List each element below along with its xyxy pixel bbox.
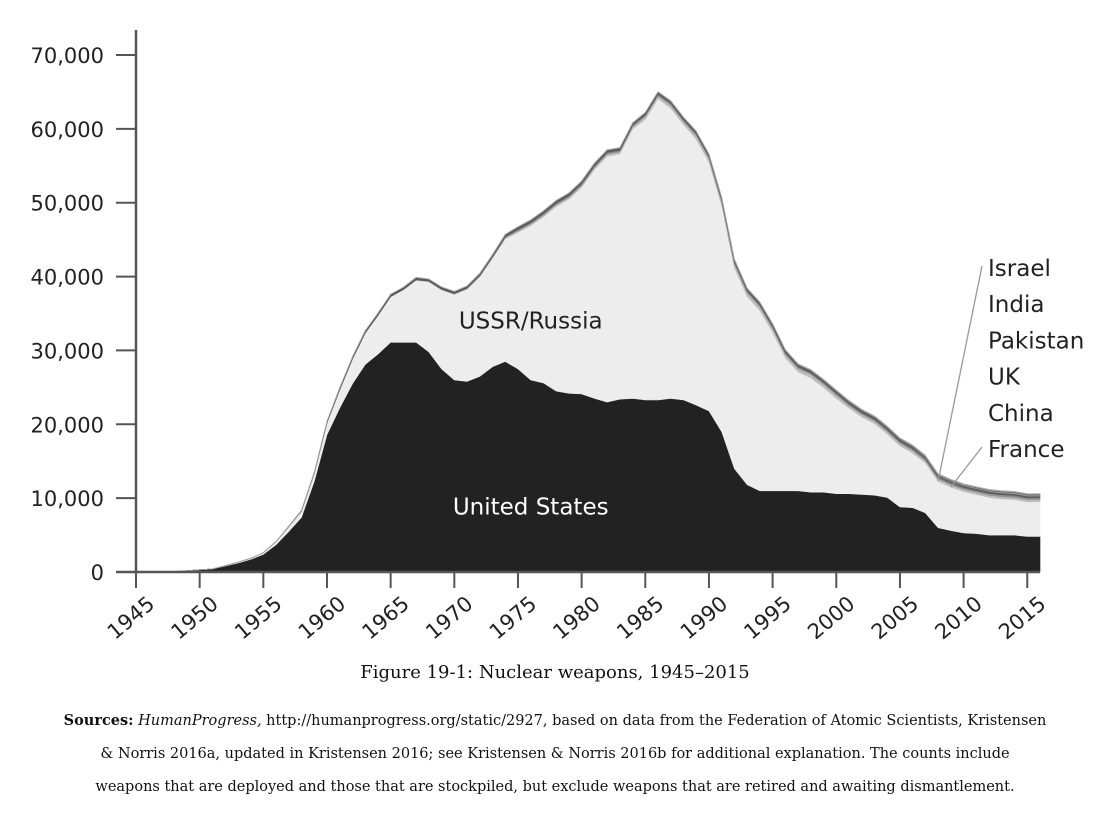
sources-label: Sources: xyxy=(63,712,134,729)
legend-uk: UK xyxy=(988,365,1021,391)
y-tick-label: 40,000 xyxy=(31,266,104,290)
x-tick-label: 1970 xyxy=(421,591,477,644)
stacked-areas xyxy=(135,90,1041,573)
figure-sources: Sources: HumanProgress, http://humanprog… xyxy=(0,704,1110,804)
x-tick-label: 2005 xyxy=(867,591,923,644)
area-label-ussr-russia: USSR/Russia xyxy=(459,308,603,334)
x-tick-label: 2000 xyxy=(803,591,859,644)
figure-title: Figure 19-1: Nuclear weapons, 1945–2015 xyxy=(360,662,750,683)
legend-china: China xyxy=(988,401,1054,427)
leader-line-france xyxy=(950,446,983,488)
x-tick-label: 1945 xyxy=(103,591,159,644)
y-tick-label: 20,000 xyxy=(31,413,104,437)
y-tick-label: 30,000 xyxy=(31,339,104,363)
x-tick-label: 1950 xyxy=(167,591,223,644)
legend: Israel India Pakistan UK China France xyxy=(937,256,1084,488)
x-tick-label: 1985 xyxy=(612,591,668,644)
y-tick-label: 10,000 xyxy=(31,487,104,511)
x-tick-label: 2010 xyxy=(930,591,986,644)
sources-line-2: & Norris 2016a, updated in Kristensen 20… xyxy=(100,746,1010,762)
legend-france: France xyxy=(988,437,1064,463)
sources-line-1: http://humanprogress.org/static/2927, ba… xyxy=(261,713,1047,729)
leader-line-israel xyxy=(937,265,983,482)
area-labels: United States USSR/Russia xyxy=(453,308,609,520)
x-tick-label: 1975 xyxy=(485,591,541,644)
legend-israel: Israel xyxy=(988,256,1051,282)
legend-india: India xyxy=(988,292,1044,318)
x-tick-label: 1960 xyxy=(294,591,350,644)
area-israel xyxy=(135,90,1041,573)
x-tick-label: 2015 xyxy=(994,591,1050,644)
x-tick-label: 1965 xyxy=(357,591,413,644)
legend-pakistan: Pakistan xyxy=(988,328,1084,354)
x-tick-label: 1995 xyxy=(739,591,795,644)
x-tick-label: 1980 xyxy=(548,591,604,644)
y-tick-label: 60,000 xyxy=(31,118,104,142)
y-tick-label: 50,000 xyxy=(31,192,104,216)
sources-line-3: weapons that are deployed and those that… xyxy=(95,779,1015,795)
x-tick-label: 1990 xyxy=(676,591,732,644)
nuclear-weapons-chart: 0 10,000 20,000 30,000 40,000 50,000 60,000 70,… xyxy=(31,30,1084,644)
x-tick-label: 1955 xyxy=(230,591,286,644)
y-tick-label: 0 xyxy=(91,561,104,585)
sources-publication: HumanProgress, xyxy=(138,713,262,729)
area-label-united-states: United States xyxy=(453,494,609,520)
y-tick-label: 70,000 xyxy=(31,44,104,68)
